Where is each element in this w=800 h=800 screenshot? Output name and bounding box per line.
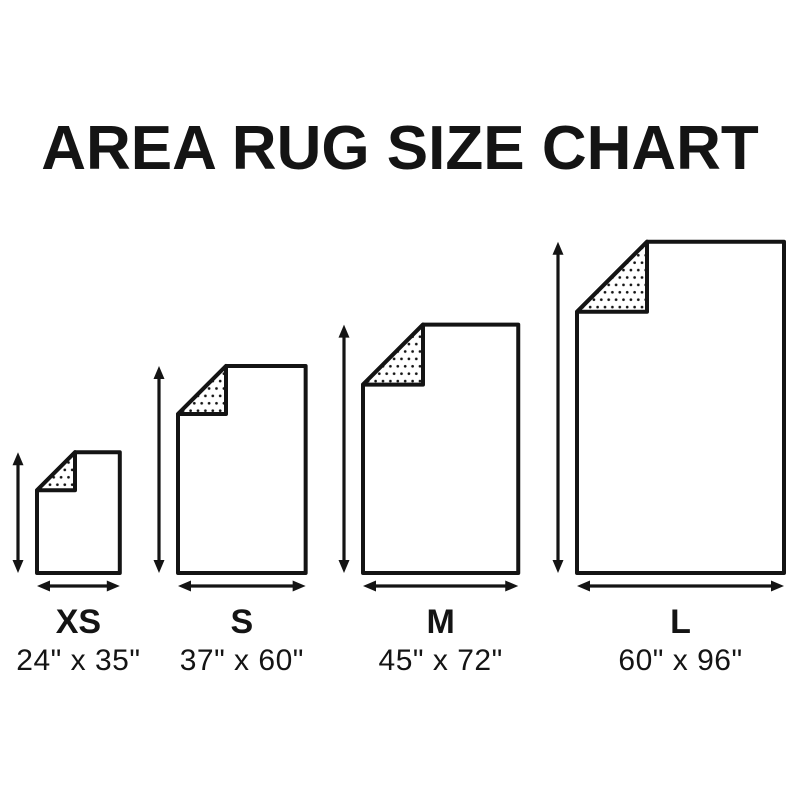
rug-fold-flap [176,364,228,416]
width-arrow-icon [178,580,306,592]
height-arrow-icon [153,366,165,573]
size-dimensions-l: 60" x 96" [618,644,743,677]
width-arrow-icon [363,580,519,592]
size-label-m: M [426,603,455,641]
rug-m [338,322,521,592]
height-arrow-icon [12,452,24,573]
width-arrow-icon [37,580,120,592]
size-dimensions-xs: 24" x 35" [16,644,141,677]
size-dimensions-s: 37" x 60" [179,644,304,677]
height-arrow-icon [552,241,564,573]
size-dimensions-m: 45" x 72" [378,644,503,677]
rug-l [552,239,786,592]
size-label-xs: XS [55,603,102,641]
rug-fold-flap [361,322,425,387]
size-label-l: L [670,603,691,641]
width-arrow-icon [577,580,784,592]
height-arrow-icon [338,324,350,573]
rug-s [153,364,308,592]
page-title: AREA RUG SIZE CHART [41,114,759,183]
size-label-s: S [230,603,254,641]
rug-body [35,450,122,575]
rug-fold-flap [575,239,649,314]
rug-fold-flap [35,450,77,493]
rug-xs [12,450,122,592]
